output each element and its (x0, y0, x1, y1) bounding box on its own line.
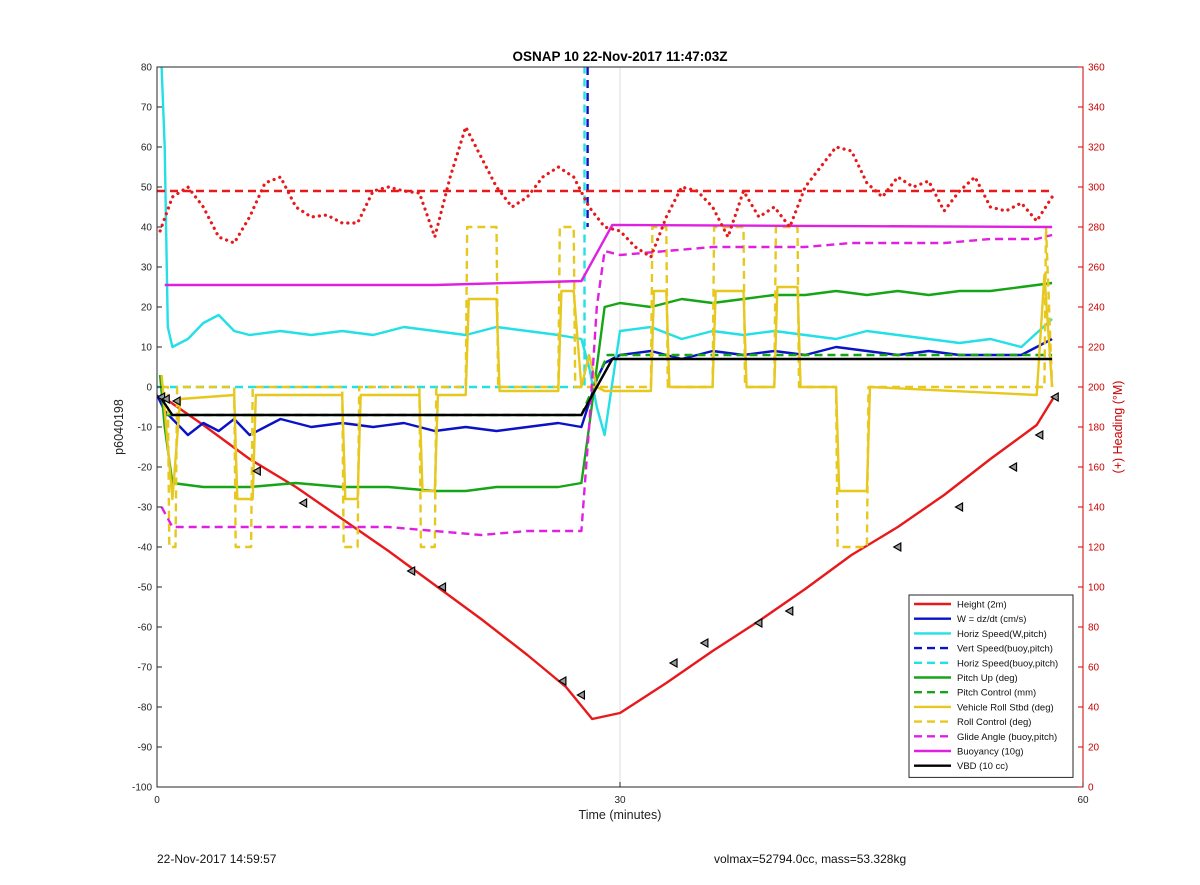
legend-label: Pitch Control (mm) (957, 688, 1036, 699)
direction-marker (668, 657, 678, 669)
footer-date: 22-Nov-2017 14:59:57 (157, 852, 277, 866)
x-axis-label: Time (minutes) (579, 808, 662, 822)
y-tick-label: -70 (138, 663, 153, 674)
direction-marker (1050, 391, 1059, 403)
y2-tick-label: 120 (1088, 543, 1105, 554)
y-tick-label: -90 (138, 743, 153, 754)
direction-marker (784, 605, 794, 617)
legend-label: W = dz/dt (cm/s) (957, 614, 1026, 625)
chart-title: OSNAP 10 22-Nov-2017 11:47:03Z (512, 49, 727, 64)
y-tick-label: -20 (138, 463, 153, 474)
x-tick-label: 0 (154, 795, 160, 806)
legend-box (908, 594, 1074, 778)
y2-tick-label: 340 (1088, 103, 1105, 114)
legend-label: Roll Control (deg) (957, 717, 1031, 728)
direction-marker (557, 675, 567, 687)
legend-label: Height (2m) (957, 600, 1007, 611)
y2-tick-label: 20 (1088, 743, 1100, 754)
y2-tick-label: 0 (1088, 783, 1094, 794)
y-tick-label: -80 (138, 703, 153, 714)
y2-tick-label: 80 (1088, 623, 1100, 634)
plot-area: -100-90-80-70-60-50-40-30-20-10010203040… (132, 63, 1105, 807)
y2-tick-label: 220 (1088, 343, 1105, 354)
series-height-2m (159, 394, 1057, 721)
series-vbd-10-cc (160, 357, 1053, 417)
footer-info: volmax=52794.0cc, mass=53.328kg (714, 852, 907, 866)
y-tick-label: 50 (141, 183, 153, 194)
y2-tick-label: 320 (1088, 143, 1105, 154)
y-tick-label: -10 (138, 423, 153, 434)
legend-label: VBD (10 cc) (957, 761, 1008, 772)
direction-marker (161, 393, 170, 405)
direction-marker (1008, 461, 1018, 473)
y-tick-label: 30 (141, 263, 153, 274)
direction-marker (298, 497, 308, 509)
y2-tick-label: 200 (1088, 383, 1105, 394)
direction-marker (576, 689, 586, 701)
y-tick-label: -100 (132, 783, 152, 794)
y2-tick-label: 300 (1088, 183, 1105, 194)
y-tick-label: 40 (141, 223, 153, 234)
direction-marker (171, 395, 181, 407)
y2-tick-label: 360 (1088, 63, 1105, 74)
direction-marker (892, 541, 902, 553)
direction-marker (954, 501, 964, 513)
y2-tick-label: 160 (1088, 463, 1105, 474)
legend-label: Vert Speed(buoy,pitch) (957, 644, 1053, 655)
y-tick-label: -60 (138, 623, 153, 634)
series-w-dz-dt-cm-s (157, 337, 1053, 437)
y2-tick-label: 60 (1088, 663, 1100, 674)
legend-label: Pitch Up (deg) (957, 673, 1018, 684)
chart-legend: Height (2m) W = dz/dt (cm/s) Horiz Speed(W… (908, 594, 1074, 778)
direction-marker (252, 465, 261, 477)
legend-label: Horiz Speed(buoy,pitch) (957, 658, 1058, 669)
y-tick-label: -30 (138, 503, 153, 514)
y2-tick-label: 180 (1088, 423, 1105, 434)
direction-marker (753, 617, 763, 629)
y-tick-label: -40 (138, 543, 153, 554)
series-roll-control-deg (161, 225, 1054, 549)
series-horiz-speed-w-pitch (160, 67, 1053, 437)
y-tick-label: 10 (141, 343, 153, 354)
y2-tick-label: 280 (1088, 223, 1105, 234)
y2-tick-label: 100 (1088, 583, 1105, 594)
x-tick-label: 30 (614, 795, 626, 806)
direction-marker (437, 581, 447, 593)
y2-tick-label: 140 (1088, 503, 1105, 514)
y2-tick-label: 240 (1088, 303, 1105, 314)
series-pitch-up-deg (158, 281, 1053, 493)
y-tick-label: 20 (141, 303, 153, 314)
series-glide-angle-buoy-pitch (160, 233, 1053, 537)
direction-marker (1034, 429, 1044, 441)
y-axis-label: p6040198 (112, 399, 126, 455)
y-tick-label: 0 (146, 383, 152, 394)
direction-marker (406, 565, 416, 577)
right-axis-label: (+) Heading (°M) (1111, 381, 1125, 474)
legend-label: Glide Angle (buoy,pitch) (957, 732, 1057, 743)
y-tick-label: 80 (141, 63, 153, 74)
series-buoyancy-10g (164, 223, 1053, 287)
y-tick-label: -50 (138, 583, 153, 594)
y-tick-label: 70 (141, 103, 153, 114)
x-tick-label: 60 (1077, 795, 1089, 806)
y2-tick-label: 40 (1088, 703, 1100, 714)
direction-marker (699, 637, 709, 649)
y-tick-label: 60 (141, 143, 153, 154)
y2-tick-label: 260 (1088, 263, 1105, 274)
legend-label: Vehicle Roll Stbd (deg) (957, 702, 1054, 713)
legend-label: Buoyancy (10g) (957, 747, 1024, 758)
legend-label: Horiz Speed(W,pitch) (957, 629, 1047, 640)
